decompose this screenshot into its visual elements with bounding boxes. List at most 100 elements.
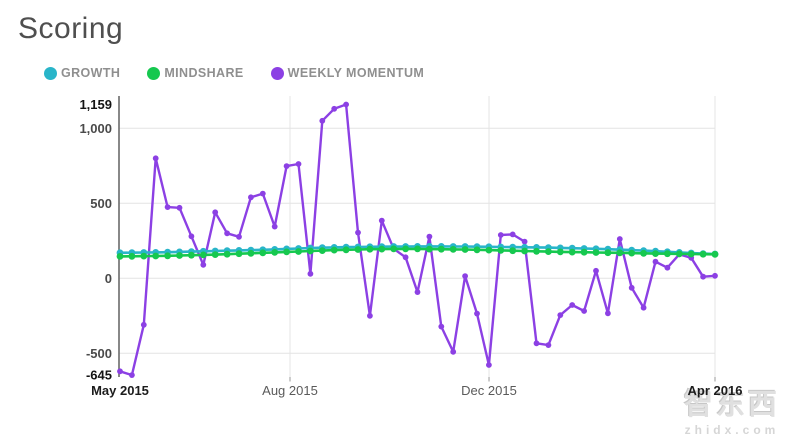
- data-point[interactable]: [700, 273, 706, 280]
- data-point[interactable]: [426, 233, 433, 240]
- data-point[interactable]: [129, 372, 135, 378]
- data-point[interactable]: [164, 204, 171, 211]
- data-point[interactable]: [319, 117, 326, 124]
- data-point[interactable]: [592, 249, 600, 256]
- data-point[interactable]: [117, 368, 123, 375]
- data-point[interactable]: [259, 249, 267, 257]
- data-point[interactable]: [687, 250, 695, 258]
- data-point[interactable]: [640, 304, 647, 311]
- data-point[interactable]: [485, 246, 493, 254]
- data-point[interactable]: [355, 229, 361, 236]
- data-point[interactable]: [616, 236, 623, 242]
- data-point[interactable]: [426, 245, 433, 253]
- data-point[interactable]: [330, 246, 338, 254]
- data-point[interactable]: [640, 249, 647, 257]
- data-point[interactable]: [283, 163, 290, 170]
- data-point[interactable]: [271, 249, 279, 256]
- data-point[interactable]: [628, 249, 636, 257]
- data-point[interactable]: [450, 348, 457, 355]
- data-point[interactable]: [545, 342, 552, 348]
- data-point[interactable]: [652, 258, 659, 265]
- data-point[interactable]: [604, 249, 612, 257]
- data-point[interactable]: [568, 248, 576, 256]
- data-point[interactable]: [390, 245, 398, 253]
- data-point[interactable]: [438, 323, 445, 330]
- data-point[interactable]: [200, 261, 207, 268]
- data-point[interactable]: [509, 231, 516, 238]
- data-point[interactable]: [367, 312, 373, 319]
- data-point[interactable]: [259, 190, 266, 197]
- data-point[interactable]: [188, 251, 195, 259]
- data-point[interactable]: [271, 223, 278, 230]
- data-point[interactable]: [664, 250, 671, 258]
- data-point[interactable]: [224, 230, 231, 237]
- data-point[interactable]: [521, 247, 528, 255]
- data-point[interactable]: [497, 232, 504, 238]
- data-point[interactable]: [509, 247, 517, 255]
- weekly-momentum-series[interactable]: [117, 101, 718, 378]
- data-point[interactable]: [295, 248, 302, 255]
- data-point[interactable]: [461, 246, 469, 253]
- data-point[interactable]: [307, 247, 314, 255]
- data-point[interactable]: [152, 252, 160, 260]
- data-point[interactable]: [295, 161, 302, 167]
- data-point[interactable]: [533, 340, 540, 347]
- data-point[interactable]: [605, 310, 611, 317]
- data-point[interactable]: [557, 312, 564, 318]
- data-point[interactable]: [307, 270, 314, 277]
- data-point[interactable]: [223, 250, 231, 258]
- data-point[interactable]: [212, 209, 219, 216]
- data-point[interactable]: [556, 248, 564, 256]
- data-point[interactable]: [176, 252, 183, 259]
- legend-item-growth[interactable]: GROWTH: [44, 66, 120, 80]
- data-point[interactable]: [235, 250, 243, 258]
- data-point[interactable]: [533, 247, 540, 255]
- data-point[interactable]: [497, 247, 505, 254]
- data-point[interactable]: [343, 101, 349, 108]
- data-point[interactable]: [711, 250, 719, 258]
- data-point[interactable]: [628, 284, 635, 291]
- data-point[interactable]: [140, 321, 147, 328]
- data-point[interactable]: [581, 308, 587, 314]
- data-point[interactable]: [188, 233, 195, 240]
- data-point[interactable]: [211, 251, 219, 258]
- data-point[interactable]: [521, 238, 528, 245]
- data-point[interactable]: [331, 105, 338, 112]
- data-point[interactable]: [664, 264, 671, 271]
- data-point[interactable]: [236, 233, 242, 240]
- data-point[interactable]: [593, 267, 599, 274]
- data-point[interactable]: [580, 248, 588, 256]
- data-point[interactable]: [366, 245, 374, 253]
- mindshare-series[interactable]: [116, 245, 719, 260]
- data-point[interactable]: [378, 245, 386, 253]
- data-point[interactable]: [474, 310, 480, 317]
- data-point[interactable]: [473, 246, 481, 254]
- data-point[interactable]: [414, 245, 421, 253]
- data-point[interactable]: [248, 194, 254, 201]
- data-point[interactable]: [449, 246, 457, 253]
- data-point[interactable]: [164, 252, 172, 260]
- data-point[interactable]: [569, 302, 576, 308]
- data-point[interactable]: [402, 254, 409, 261]
- data-point[interactable]: [437, 245, 445, 253]
- data-point[interactable]: [402, 245, 409, 253]
- data-point[interactable]: [675, 250, 683, 258]
- data-point[interactable]: [486, 362, 492, 368]
- data-point[interactable]: [199, 251, 207, 259]
- data-point[interactable]: [414, 289, 421, 295]
- legend-item-mindshare[interactable]: MINDSHARE: [147, 66, 243, 80]
- data-point[interactable]: [140, 252, 148, 260]
- data-point[interactable]: [616, 249, 624, 257]
- data-point[interactable]: [545, 248, 552, 256]
- data-point[interactable]: [699, 250, 707, 258]
- data-point[interactable]: [152, 155, 159, 162]
- data-point[interactable]: [378, 217, 385, 224]
- legend-item-weekly-momentum[interactable]: WEEKLY MOMENTUM: [270, 66, 425, 80]
- data-point[interactable]: [652, 250, 659, 257]
- data-point[interactable]: [342, 246, 350, 254]
- data-point[interactable]: [247, 249, 255, 257]
- data-point[interactable]: [318, 247, 326, 255]
- data-point[interactable]: [176, 204, 183, 211]
- data-point[interactable]: [462, 273, 468, 279]
- data-point[interactable]: [354, 246, 362, 253]
